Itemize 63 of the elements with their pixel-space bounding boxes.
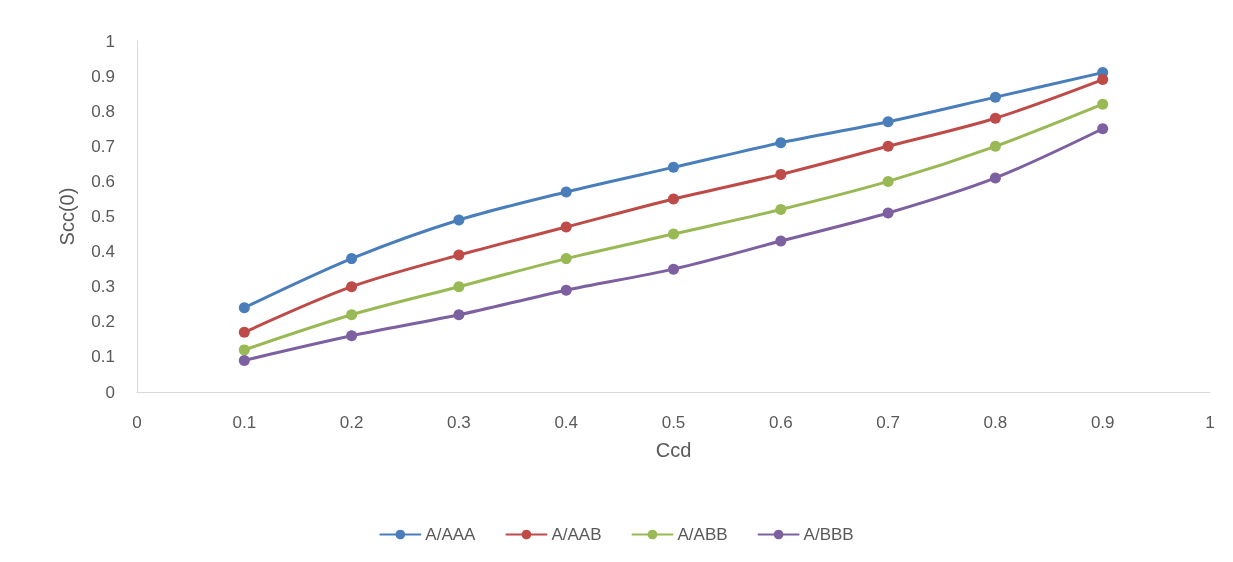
point [1097, 123, 1109, 135]
point [882, 140, 894, 152]
point [346, 309, 358, 321]
x-tick-label: 0.5 [661, 413, 686, 432]
point [882, 175, 894, 187]
point [668, 228, 679, 240]
y-tick-label: 0.9 [91, 66, 115, 86]
y-tick-label: 0.8 [91, 101, 115, 121]
point [989, 91, 1001, 103]
point [560, 284, 572, 296]
x-axis-title: Ccd [655, 439, 692, 461]
point [1097, 98, 1109, 110]
x-tick-label: 0 [132, 413, 142, 432]
y-tick-label: 0.2 [91, 312, 115, 332]
legend-label: A/ABB [677, 525, 728, 544]
point [453, 249, 465, 261]
legend-label: A/AAB [551, 525, 602, 544]
x-tick-label: 0.9 [1090, 413, 1115, 432]
x-tick-label: 0.8 [983, 413, 1008, 432]
x-tick-label: 1 [1205, 413, 1215, 432]
y-tick-label: 0.6 [91, 171, 115, 191]
point [775, 137, 787, 149]
point [346, 253, 358, 265]
x-tick-label: 0.4 [554, 413, 579, 432]
y-tick-label: 0.4 [91, 242, 115, 262]
point [238, 302, 250, 314]
x-tick-label: 0.3 [447, 413, 471, 432]
y-tick-label: 1 [105, 31, 115, 51]
y-tick-label: 0.7 [91, 136, 115, 156]
point [560, 221, 572, 233]
point [668, 193, 679, 205]
y-tick-label: 0.3 [91, 277, 115, 297]
point [238, 326, 250, 338]
point [989, 112, 1001, 124]
x-tick-label: 0.6 [768, 413, 793, 432]
y-tick-label: 0 [105, 382, 115, 402]
point [882, 116, 894, 128]
legend-label: A/BBB [803, 525, 854, 544]
point [560, 186, 572, 198]
point [775, 235, 787, 247]
point [775, 168, 787, 180]
y-tick-label: 0.5 [91, 207, 115, 226]
point [668, 263, 679, 275]
point [775, 203, 787, 215]
point [346, 281, 358, 293]
point [989, 172, 1001, 184]
point [238, 354, 250, 366]
legend-label: A/AAA [425, 525, 477, 544]
point [453, 214, 465, 226]
point [560, 253, 572, 265]
point [882, 207, 894, 219]
point [346, 330, 358, 342]
x-tick-label: 0.2 [339, 413, 364, 432]
point [989, 140, 1001, 152]
point [453, 281, 465, 293]
point [453, 309, 465, 321]
x-tick-label: 0.7 [876, 413, 900, 432]
point [238, 344, 250, 356]
y-tick-label: 0.1 [91, 347, 115, 367]
x-tick-label: 0.1 [232, 413, 257, 432]
y-axis-title: Scc(0) [56, 187, 78, 246]
point [668, 161, 679, 173]
point [1097, 74, 1109, 86]
